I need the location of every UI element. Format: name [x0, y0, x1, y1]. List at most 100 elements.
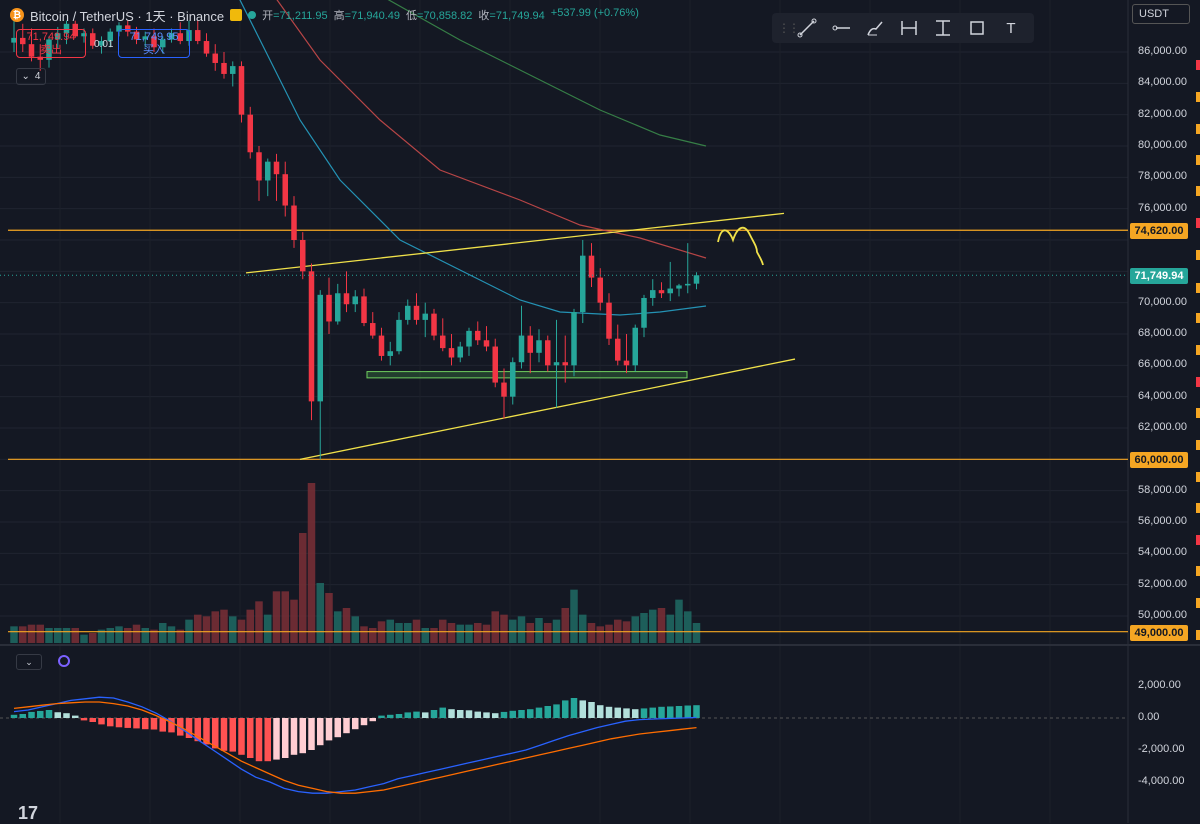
volume-bar: [255, 601, 263, 643]
macd-histogram-bar: [658, 706, 665, 718]
macd-histogram-bar: [150, 718, 158, 730]
candle-body: [545, 340, 551, 366]
macd-histogram-bar: [238, 718, 245, 755]
candle-body: [431, 313, 437, 336]
volume-bar: [290, 599, 298, 643]
candle-body: [352, 296, 358, 305]
candle-body: [527, 335, 533, 353]
macd-histogram-bar: [404, 712, 411, 718]
macd-histogram-bar: [457, 710, 464, 718]
price-axis-label: 86,000.00: [1138, 45, 1187, 57]
candle-body: [291, 205, 297, 240]
price-range-icon[interactable]: [928, 15, 958, 41]
volume-bar: [447, 623, 456, 643]
candle-body: [247, 114, 253, 153]
volume-bar: [421, 628, 429, 643]
candle-body: [641, 297, 647, 328]
edge-marker: [1196, 283, 1200, 293]
volume-bar: [491, 611, 499, 643]
volume-bar: [194, 614, 202, 643]
currency-select[interactable]: USDT: [1132, 4, 1190, 24]
candle-body: [650, 290, 656, 298]
macd-histogram-bar: [562, 700, 569, 718]
macd-histogram-bar: [439, 707, 446, 718]
volume-bar: [80, 634, 88, 643]
macd-histogram-bar: [98, 718, 105, 725]
candle-body: [335, 293, 341, 322]
volume-bar: [544, 623, 552, 643]
text-icon[interactable]: T: [1006, 19, 1016, 37]
volume-bar: [45, 628, 53, 643]
candle-body: [195, 30, 201, 42]
macd-collapse-button[interactable]: ⌄: [16, 654, 42, 670]
volume-bar: [596, 626, 604, 643]
upper-trendline: [245, 212, 785, 274]
macd-histogram-bar: [623, 708, 630, 718]
candle-body: [457, 346, 463, 358]
candle-body: [606, 302, 612, 339]
macd-histogram-bar: [124, 718, 131, 728]
edge-marker: [1196, 472, 1200, 482]
indicator-settings-icon[interactable]: [58, 655, 70, 667]
macd-histogram-bar: [667, 706, 674, 718]
macd-histogram-bar: [500, 711, 508, 718]
candle-body: [28, 44, 35, 57]
macd-histogram-bar: [89, 718, 96, 722]
symbol-header: ₿ Bitcoin / TetherUS · 1天 · Binance 开=71…: [10, 6, 639, 24]
price-axis-label: 68,000.00: [1138, 327, 1187, 339]
edge-marker: [1196, 535, 1200, 545]
macd-histogram-bar: [597, 705, 604, 718]
macd-histogram-bar: [115, 718, 123, 728]
macd-histogram-bar: [317, 718, 324, 746]
candle-body: [72, 23, 78, 37]
macd-histogram-bar: [159, 718, 166, 732]
candle-body: [55, 33, 61, 40]
brush-icon[interactable]: [860, 15, 890, 41]
price-axis-label: 78,000.00: [1138, 170, 1187, 183]
price-axis-label: 56,000.00: [1138, 515, 1187, 527]
candle-body: [378, 335, 385, 356]
candle-body: [623, 360, 630, 366]
candle-body: [413, 305, 420, 320]
macd-axis-label: -4,000.00: [1138, 775, 1185, 787]
candle-body: [256, 152, 262, 181]
indicators-collapse-button[interactable]: ⌄ 4: [16, 68, 46, 85]
support-zone: [366, 371, 688, 379]
candle-body: [107, 31, 113, 42]
candle-body: [326, 294, 332, 322]
macd-histogram-bar: [107, 718, 114, 727]
macd-histogram-bar: [212, 718, 219, 749]
bottom-price-tag: 49,000.00: [1130, 625, 1188, 641]
alert-icon[interactable]: [230, 9, 243, 21]
volume-bar: [649, 609, 657, 643]
macd-histogram-bar: [343, 718, 350, 734]
drag-handle-icon[interactable]: ⋮⋮: [778, 21, 800, 35]
horizontal-ray-icon[interactable]: [826, 15, 856, 41]
volume-bar: [159, 623, 167, 643]
date-range-icon[interactable]: [894, 15, 924, 41]
volume-bar: [19, 626, 27, 643]
macd-histogram-bar: [640, 708, 648, 718]
pair-title[interactable]: Bitcoin / TetherUS · 1天 · Binance: [30, 8, 225, 24]
volume-bar: [299, 533, 307, 643]
macd-histogram-bar: [203, 718, 210, 745]
volume-bar: [395, 623, 403, 643]
trend-line-icon[interactable]: [792, 15, 822, 41]
candle-body: [90, 33, 96, 46]
candle-body: [238, 66, 245, 115]
volume-bar: [666, 614, 674, 643]
candle-body: [483, 340, 490, 347]
tradingview-logo-icon[interactable]: 17: [18, 803, 39, 823]
macd-histogram-bar: [483, 712, 490, 718]
bitcoin-icon: ₿: [10, 8, 24, 22]
macd-histogram-bar: [378, 715, 385, 718]
candle-body: [37, 56, 43, 60]
sell-button[interactable]: 71,749.94 卖出: [16, 29, 86, 58]
macd-histogram-bar: [63, 713, 70, 718]
rectangle-icon[interactable]: [962, 15, 992, 41]
buy-button[interactable]: 71,749.95 买入: [118, 29, 190, 58]
macd-histogram-bar: [395, 714, 403, 718]
candle-body: [116, 25, 122, 32]
volume-bar: [264, 614, 272, 643]
